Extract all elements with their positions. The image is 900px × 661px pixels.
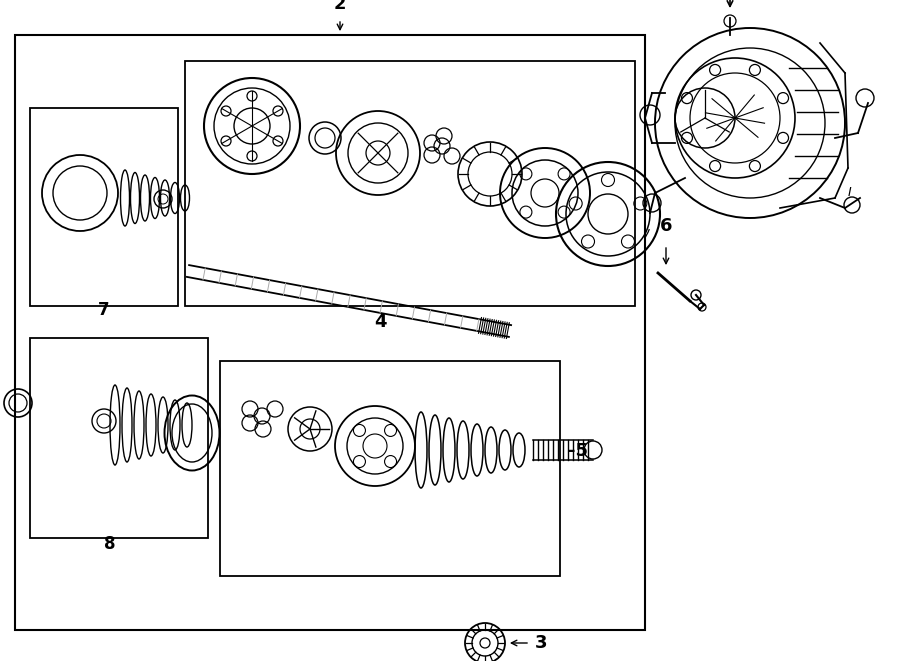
Bar — [220, 361, 560, 576]
Text: I: I — [848, 186, 851, 200]
Bar — [30, 108, 178, 306]
Text: -5: -5 — [568, 442, 588, 460]
Polygon shape — [187, 265, 511, 337]
Text: 4: 4 — [374, 313, 386, 331]
Text: 6: 6 — [660, 217, 672, 235]
Bar — [15, 35, 645, 630]
Text: 3: 3 — [535, 634, 547, 652]
Bar — [185, 61, 635, 306]
Text: 7: 7 — [98, 301, 110, 319]
Bar — [30, 338, 208, 538]
Text: 8: 8 — [104, 535, 116, 553]
Text: 2: 2 — [334, 0, 346, 13]
